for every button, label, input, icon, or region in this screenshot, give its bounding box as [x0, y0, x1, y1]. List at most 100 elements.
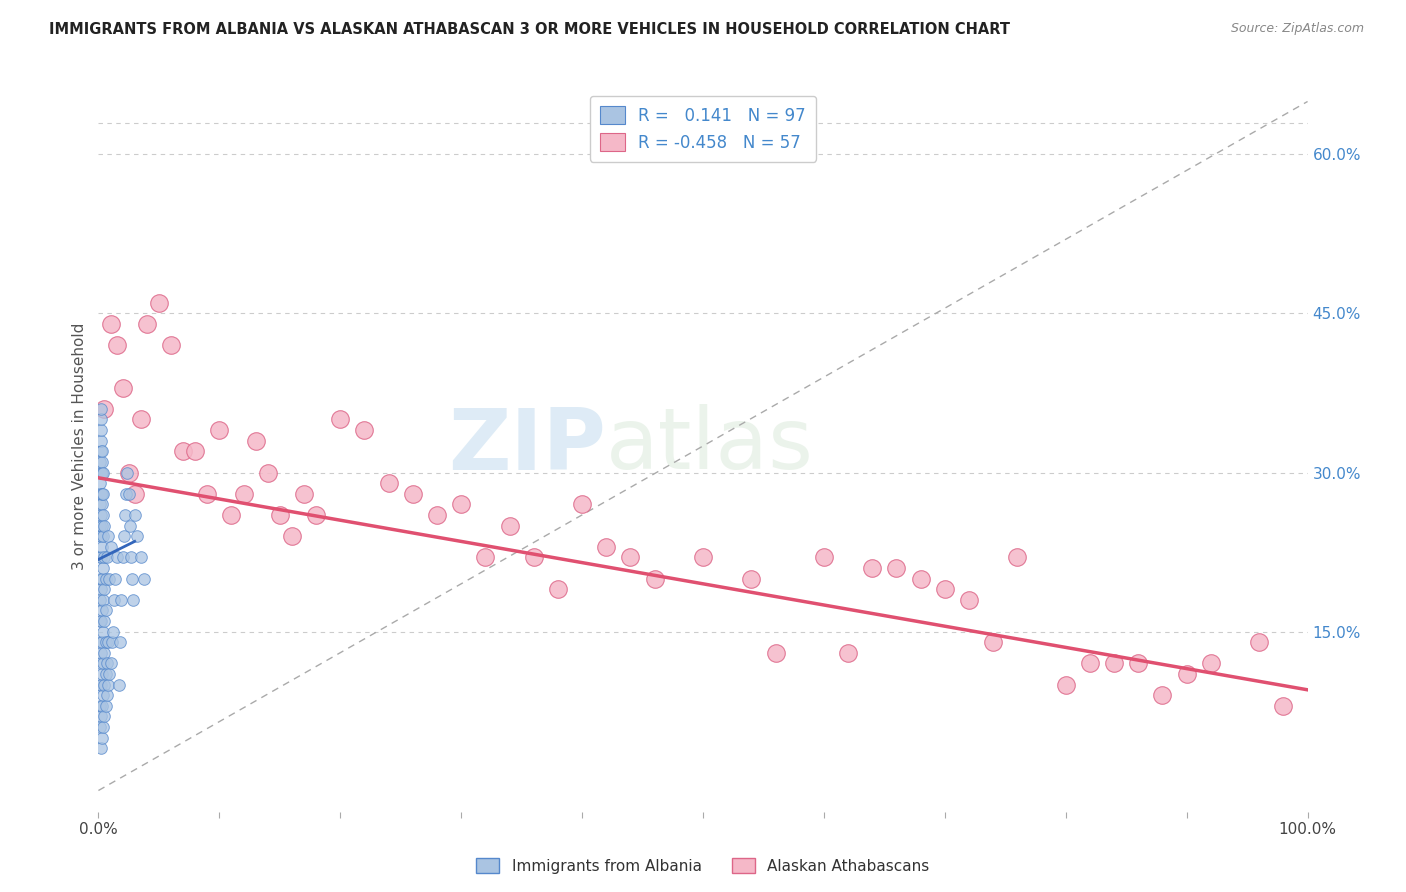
Point [90, 614, 112, 628]
Point [89, 518, 111, 533]
Point [112, 529, 135, 543]
Point [1152, 688, 1174, 702]
Point [860, 561, 883, 575]
Point [129, 412, 152, 426]
Point [98, 572, 121, 586]
Point [124, 508, 146, 522]
Point [292, 486, 315, 500]
Point [90, 423, 112, 437]
Point [89, 572, 111, 586]
Point [305, 508, 328, 522]
Point [329, 412, 352, 426]
Point [91, 455, 114, 469]
Point [90, 434, 112, 448]
Point [117, 466, 139, 480]
Point [91, 667, 114, 681]
Point [1249, 635, 1271, 649]
Point [105, 338, 128, 352]
Point [91, 698, 114, 713]
Point [1128, 657, 1150, 671]
Point [91, 731, 114, 745]
Point [910, 572, 932, 586]
Point [118, 486, 141, 500]
Point [93, 614, 115, 628]
Legend: R =   0.141   N = 97, R = -0.458   N = 57: R = 0.141 N = 97, R = -0.458 N = 57 [591, 96, 815, 161]
Point [89, 592, 111, 607]
Point [91, 572, 114, 586]
Point [93, 550, 115, 565]
Point [91, 540, 114, 554]
Point [148, 296, 170, 310]
Point [93, 518, 115, 533]
Point [89, 677, 111, 691]
Point [124, 486, 146, 500]
Point [89, 657, 111, 671]
Point [90, 677, 112, 691]
Point [97, 635, 120, 649]
Point [813, 550, 835, 565]
Point [96, 657, 118, 671]
Point [91, 561, 114, 575]
Point [89, 476, 111, 491]
Point [91, 529, 114, 543]
Point [90, 466, 112, 480]
Point [1078, 657, 1101, 671]
Point [118, 466, 141, 480]
Point [981, 635, 1004, 649]
Point [105, 550, 128, 565]
Point [91, 444, 114, 458]
Point [104, 572, 127, 586]
Point [644, 572, 666, 586]
Point [89, 529, 111, 543]
Point [91, 592, 114, 607]
Text: atlas: atlas [606, 404, 814, 488]
Point [97, 529, 120, 543]
Point [1175, 667, 1198, 681]
Point [98, 667, 121, 681]
Point [121, 572, 143, 586]
Point [93, 677, 115, 691]
Point [90, 550, 112, 565]
Text: Source: ZipAtlas.com: Source: ZipAtlas.com [1230, 22, 1364, 36]
Point [90, 508, 112, 522]
Point [353, 423, 375, 437]
Point [1272, 698, 1295, 713]
Point [256, 466, 278, 480]
Point [91, 635, 114, 649]
Point [91, 466, 114, 480]
Point [94, 698, 117, 713]
Point [90, 582, 112, 596]
Point [765, 646, 787, 660]
Point [172, 444, 194, 458]
Text: ZIP: ZIP [449, 404, 606, 488]
Point [91, 486, 114, 500]
Point [90, 412, 112, 426]
Point [232, 486, 254, 500]
Point [547, 582, 569, 596]
Point [89, 614, 111, 628]
Point [103, 592, 125, 607]
Point [269, 508, 291, 522]
Point [221, 508, 243, 522]
Point [90, 444, 112, 458]
Point [108, 635, 131, 649]
Point [90, 529, 112, 543]
Point [571, 497, 593, 511]
Point [111, 381, 134, 395]
Point [208, 423, 231, 437]
Point [160, 338, 183, 352]
Point [89, 497, 111, 511]
Point [94, 635, 117, 649]
Point [89, 635, 111, 649]
Point [89, 455, 111, 469]
Point [93, 709, 115, 723]
Point [101, 624, 124, 639]
Point [91, 688, 114, 702]
Point [100, 657, 122, 671]
Point [619, 550, 641, 565]
Point [100, 635, 122, 649]
Point [100, 540, 122, 554]
Point [134, 572, 156, 586]
Point [89, 720, 111, 734]
Point [115, 486, 138, 500]
